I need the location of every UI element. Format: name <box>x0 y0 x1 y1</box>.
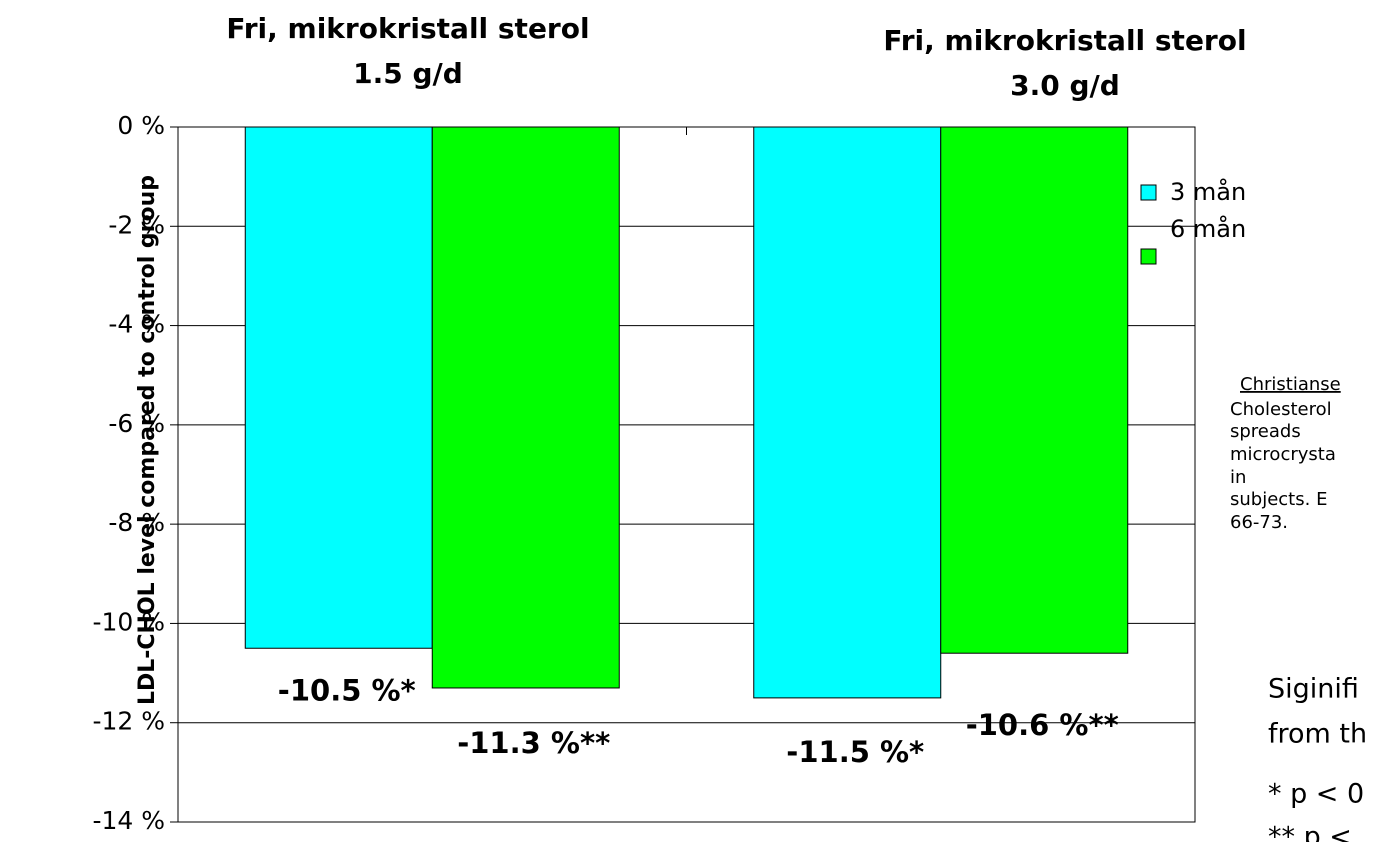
bar <box>431 126 620 689</box>
category-title: 1.5 g/d <box>353 57 463 90</box>
category-title: Fri, mikrokristall sterol <box>226 12 589 45</box>
reference-text: 66-73. <box>1230 512 1288 533</box>
y-tick-label: 0 % <box>117 111 165 140</box>
legend-swatch <box>1140 248 1157 265</box>
bar <box>753 126 942 699</box>
bar <box>940 126 1129 654</box>
note-text: Siginifi <box>1268 674 1359 705</box>
value-label: -11.5 %* <box>786 735 924 769</box>
reference-text: subjects. E <box>1230 489 1327 510</box>
value-label: -10.6 %** <box>966 708 1119 742</box>
y-tick-label: -2 % <box>108 210 165 239</box>
y-axis-label: LDL-CHOL level compared to control group <box>135 175 160 705</box>
reference-text: microcrysta <box>1230 444 1336 465</box>
reference-text: Christianse <box>1240 374 1341 395</box>
category-title: 3.0 g/d <box>1010 69 1120 102</box>
y-tick-label: -6 % <box>108 409 165 438</box>
note-text: * p < 0 <box>1268 779 1364 810</box>
legend-label: 6 mån <box>1170 214 1246 243</box>
y-tick-label: -10 % <box>92 607 165 636</box>
legend-label: 3 mån <box>1170 177 1246 206</box>
y-tick-label: -4 % <box>108 310 165 339</box>
note-text: ** p < <box>1268 822 1352 842</box>
y-tick-label: -12 % <box>92 707 165 736</box>
category-title: Fri, mikrokristall sterol <box>883 24 1246 57</box>
reference-text: spreads <box>1230 421 1301 442</box>
value-label: -10.5 %* <box>278 673 416 707</box>
bar <box>244 126 433 649</box>
y-tick-label: -8 % <box>108 508 165 537</box>
reference-text: Cholesterol <box>1230 399 1332 420</box>
value-label: -11.3 %** <box>457 726 610 760</box>
note-text: from th <box>1268 719 1367 750</box>
y-tick-label: -14 % <box>92 806 165 835</box>
reference-text: in <box>1230 467 1246 488</box>
legend-swatch <box>1140 184 1157 201</box>
